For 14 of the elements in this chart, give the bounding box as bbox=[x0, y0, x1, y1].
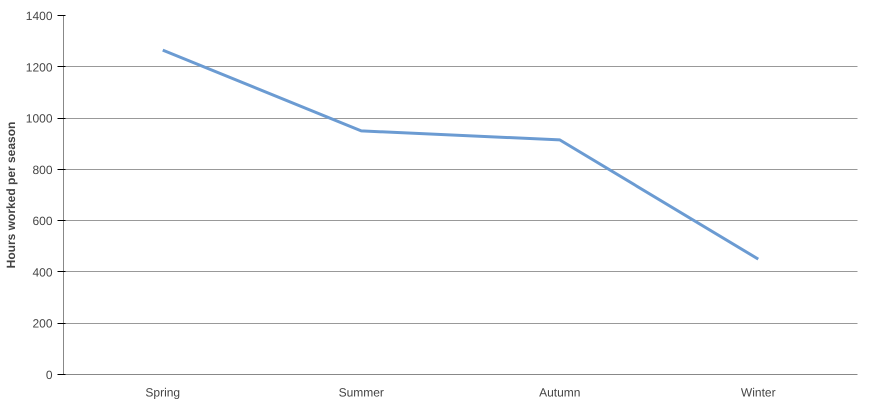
line-series bbox=[161, 48, 760, 261]
y-tick-label: 200 bbox=[32, 316, 53, 331]
y-tick-label: 600 bbox=[32, 214, 53, 228]
x-tick-label: Spring bbox=[145, 386, 180, 400]
x-tick-label: Summer bbox=[338, 386, 384, 400]
y-tick-label: 800 bbox=[32, 162, 53, 177]
y-tick-label: 0 bbox=[46, 368, 53, 382]
x-tick-label: Winter bbox=[740, 386, 776, 400]
y-axis-title: Hours worked per season bbox=[4, 122, 18, 268]
y-tick-label: 400 bbox=[32, 265, 53, 280]
y-tick-label: 1000 bbox=[26, 112, 53, 126]
y-tick-label: 1200 bbox=[26, 60, 53, 74]
x-tick-label: Autumn bbox=[539, 386, 580, 400]
y-tick-label: 1400 bbox=[26, 9, 53, 23]
